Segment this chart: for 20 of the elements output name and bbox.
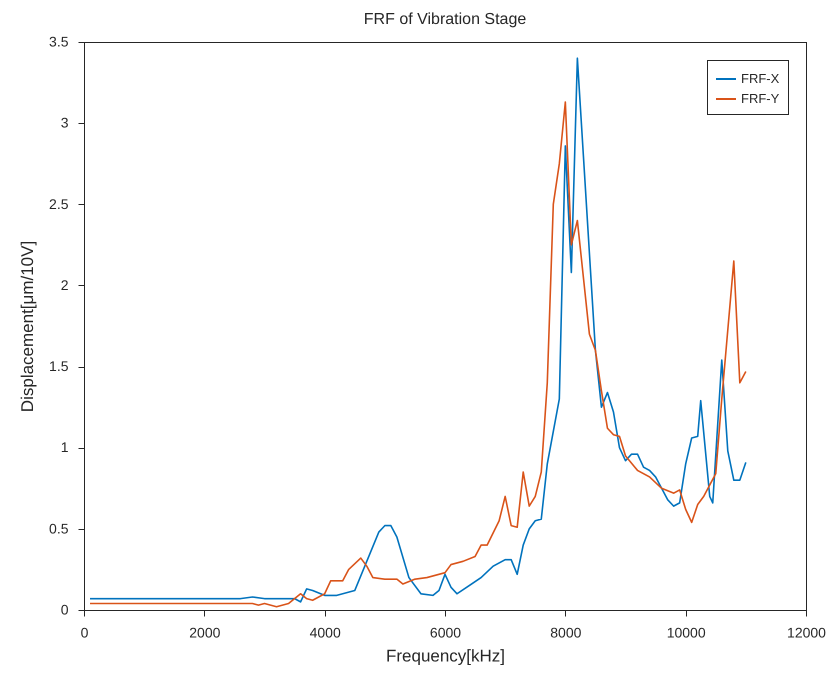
x-tick-label: 8000 xyxy=(550,624,582,640)
x-tick-label: 4000 xyxy=(310,624,341,640)
y-axis-title: Displacement[μm/10V] xyxy=(18,240,38,412)
y-tick-label: 1 xyxy=(60,439,69,456)
x-tick-label: 10000 xyxy=(666,624,706,640)
y-tick-label: 3.5 xyxy=(49,34,69,50)
y-tick-label: 2 xyxy=(60,276,69,293)
legend-label: FRF-Y xyxy=(741,91,780,106)
chart-title: FRF of Vibration Stage xyxy=(364,11,526,28)
x-tick-label: 6000 xyxy=(430,624,462,640)
x-axis-title: Frequency[kHz] xyxy=(386,646,506,666)
y-tick-label: 3 xyxy=(60,114,69,131)
y-tick-label: 2.5 xyxy=(49,196,69,212)
x-tick-label: 0 xyxy=(80,624,89,640)
legend-label: FRF-X xyxy=(741,71,780,86)
x-tick-label: 2000 xyxy=(189,624,221,640)
y-tick-label: 0.5 xyxy=(49,520,69,536)
y-tick-label: 1.5 xyxy=(49,358,69,374)
y-tick-label: 0 xyxy=(60,602,69,618)
x-tick-label: 12000 xyxy=(787,624,826,640)
